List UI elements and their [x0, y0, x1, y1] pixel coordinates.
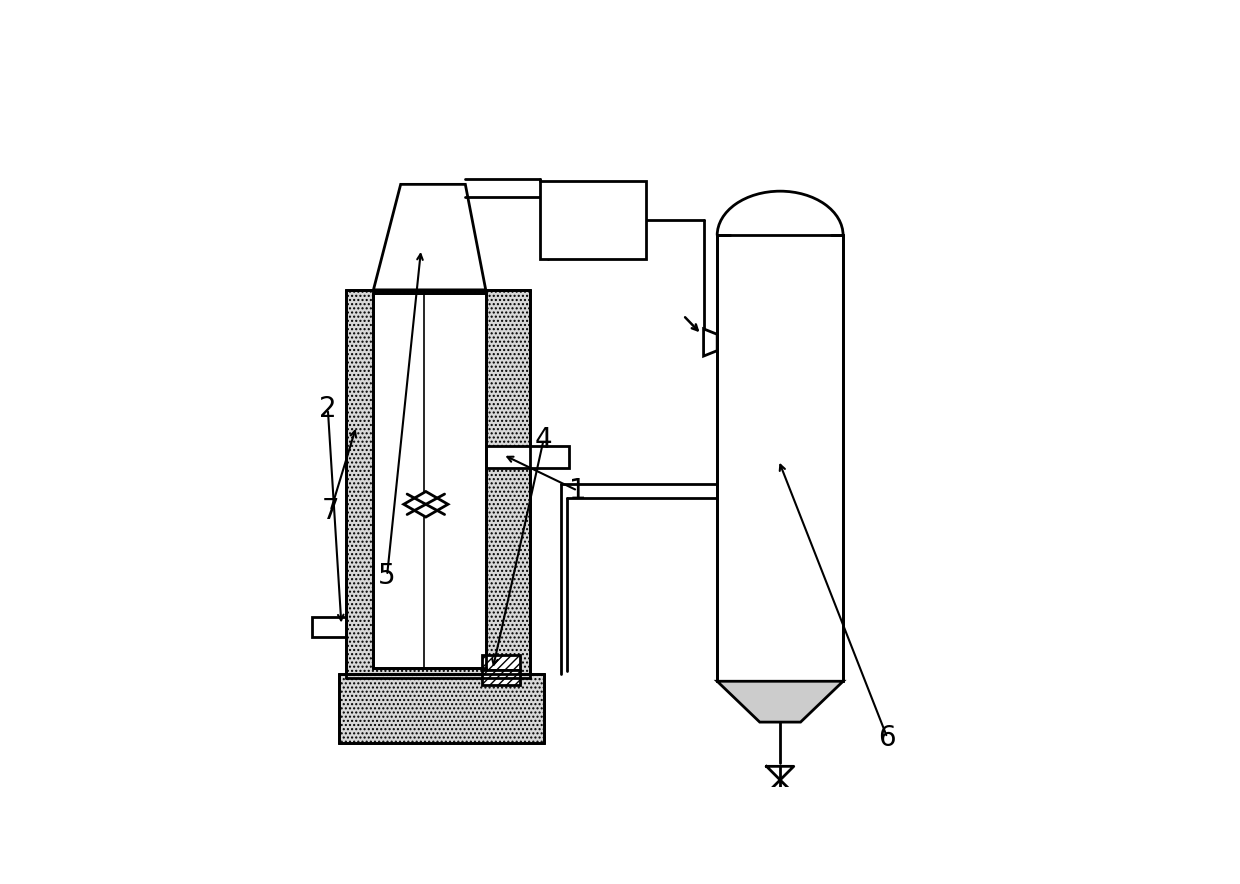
Bar	[541, 181, 646, 259]
Bar	[346, 290, 529, 678]
Circle shape	[754, 800, 806, 852]
Text: 5: 5	[378, 561, 396, 590]
Polygon shape	[373, 185, 486, 290]
Polygon shape	[766, 780, 794, 794]
Text: 4: 4	[534, 425, 553, 453]
Text: 7: 7	[321, 497, 340, 525]
Polygon shape	[717, 682, 843, 722]
Bar	[717, 235, 843, 682]
Polygon shape	[404, 492, 448, 517]
Bar	[482, 655, 520, 670]
Text: 6: 6	[878, 724, 897, 751]
Text: 2: 2	[319, 395, 336, 423]
Bar	[340, 674, 543, 743]
Polygon shape	[766, 766, 794, 780]
Bar	[373, 293, 486, 667]
Text: 1: 1	[569, 476, 587, 505]
Bar	[486, 446, 569, 468]
Bar	[312, 617, 346, 637]
Bar	[482, 670, 520, 684]
Polygon shape	[703, 329, 717, 356]
